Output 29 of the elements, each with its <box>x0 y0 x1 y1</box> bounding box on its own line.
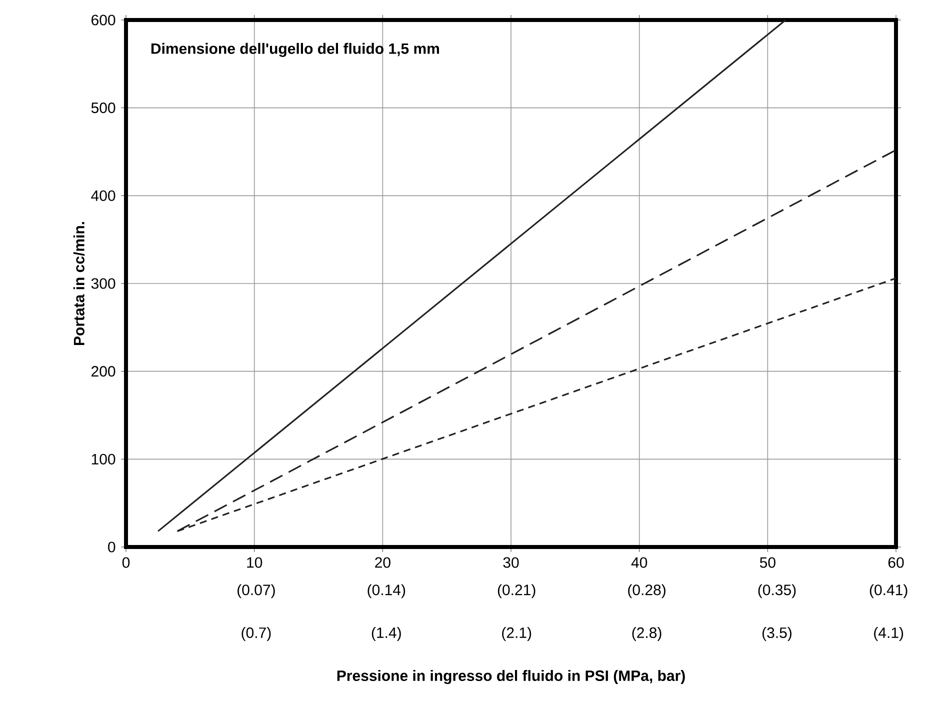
x2-tick-label: (0.28) <box>628 584 666 598</box>
text: (3.5) <box>762 627 792 641</box>
y-tick-label: 200 <box>92 366 116 377</box>
x-tick-label: 40 <box>631 557 648 568</box>
text: Dimensione dell'ugello del fluido 1,5 mm <box>151 42 439 57</box>
text: (1.4) <box>372 627 401 641</box>
y-tick-label: 100 <box>92 454 116 464</box>
y-tick-label: 300 <box>91 278 116 289</box>
x-tick-label: 50 <box>760 557 776 568</box>
x2-tick-label: (0.35) <box>758 584 796 598</box>
x-tick-label: 20 <box>375 557 390 568</box>
x-axis-title: Pressione in ingresso del fluido in PSI (MPa, bar) <box>337 670 685 684</box>
x2-tick-label: (0.21) <box>498 584 536 598</box>
x-tick-label: 30 <box>503 557 519 568</box>
x2-tick-label: (0.07) <box>238 584 275 598</box>
x-tick-label: 60 <box>888 557 904 568</box>
y-tick-label: 400 <box>91 190 116 201</box>
text: (4.1) <box>874 627 904 641</box>
text: (2.8) <box>632 627 662 641</box>
x-tick-label: 0 <box>122 557 130 568</box>
y-tick-label: 600 <box>92 14 116 26</box>
x2-tick-label: (0.41) <box>870 584 908 598</box>
y-axis-title: Portata in cc/min. <box>73 222 85 346</box>
y-tick-label: 500 <box>91 102 116 114</box>
x2-tick-label: (0.14) <box>368 584 406 598</box>
x-tick-label: 10 <box>247 557 262 568</box>
y-tick-label: 0 <box>108 542 116 552</box>
text: (0.7) <box>242 627 271 641</box>
text: (2.1) <box>502 627 532 641</box>
